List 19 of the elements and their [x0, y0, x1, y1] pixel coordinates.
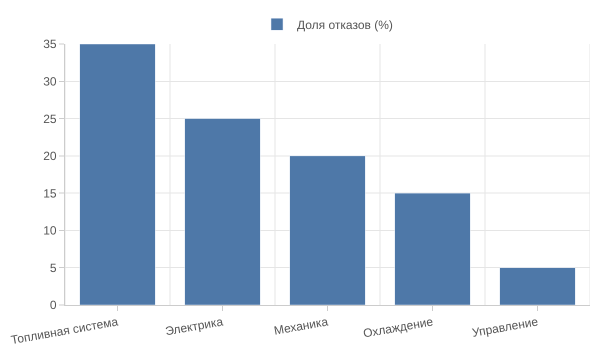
y-tick-label: 0: [50, 298, 57, 312]
x-tick-label: Охлаждение: [362, 314, 434, 341]
x-tick-label: Управление: [470, 314, 540, 340]
x-tick-label: Топливная система: [10, 314, 120, 348]
bar: [79, 44, 156, 305]
y-tick-label: 20: [43, 149, 57, 164]
legend-label: Доля отказов (%): [297, 18, 393, 32]
bar: [289, 156, 366, 305]
y-tick-label: 30: [43, 74, 57, 88]
bar: [499, 267, 576, 305]
x-tick-label: Механика: [272, 314, 330, 338]
y-tick-label: 10: [43, 224, 57, 238]
x-tick-label: Электрика: [164, 314, 224, 338]
bar: [394, 192, 471, 305]
y-tick-label: 5: [50, 260, 57, 275]
y-tick-label: 35: [43, 37, 57, 52]
bar: [184, 118, 261, 305]
y-tick-label: 25: [43, 112, 57, 126]
y-tick-label: 15: [43, 186, 57, 200]
